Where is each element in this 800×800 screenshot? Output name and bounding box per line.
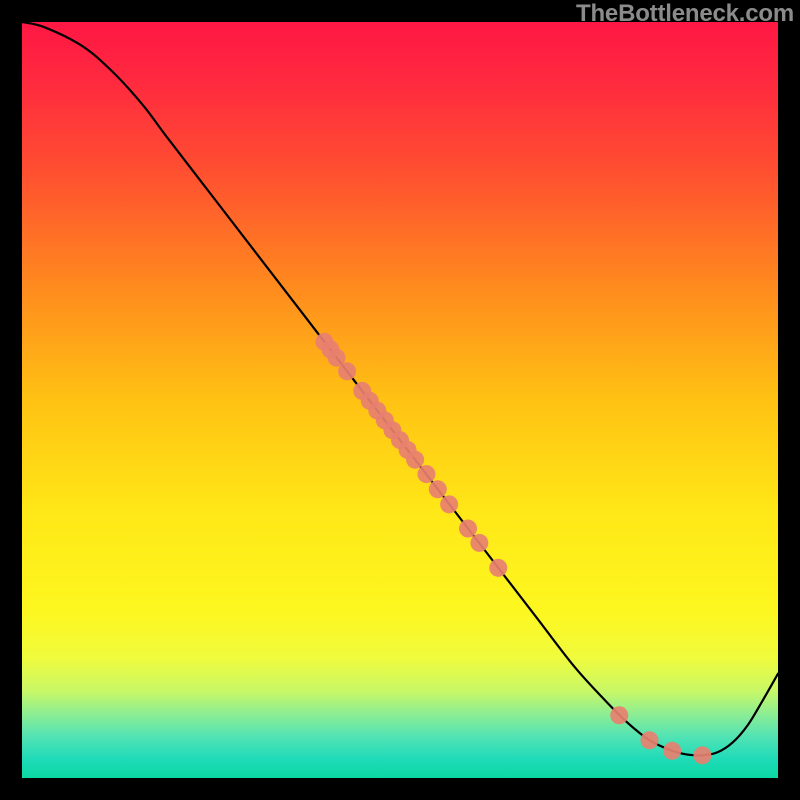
chart-frame: TheBottleneck.com: [0, 0, 800, 800]
scatter-point: [440, 495, 458, 513]
scatter-point: [429, 480, 447, 498]
scatter-point: [610, 706, 628, 724]
bottleneck-chart: [22, 22, 778, 778]
scatter-point: [470, 534, 488, 552]
scatter-point: [640, 731, 658, 749]
scatter-point: [338, 362, 356, 380]
scatter-point: [663, 742, 681, 760]
scatter-point: [459, 520, 477, 538]
scatter-point: [693, 746, 711, 764]
scatter-point: [417, 465, 435, 483]
chart-background: [22, 22, 778, 778]
scatter-point: [489, 559, 507, 577]
scatter-point: [406, 451, 424, 469]
